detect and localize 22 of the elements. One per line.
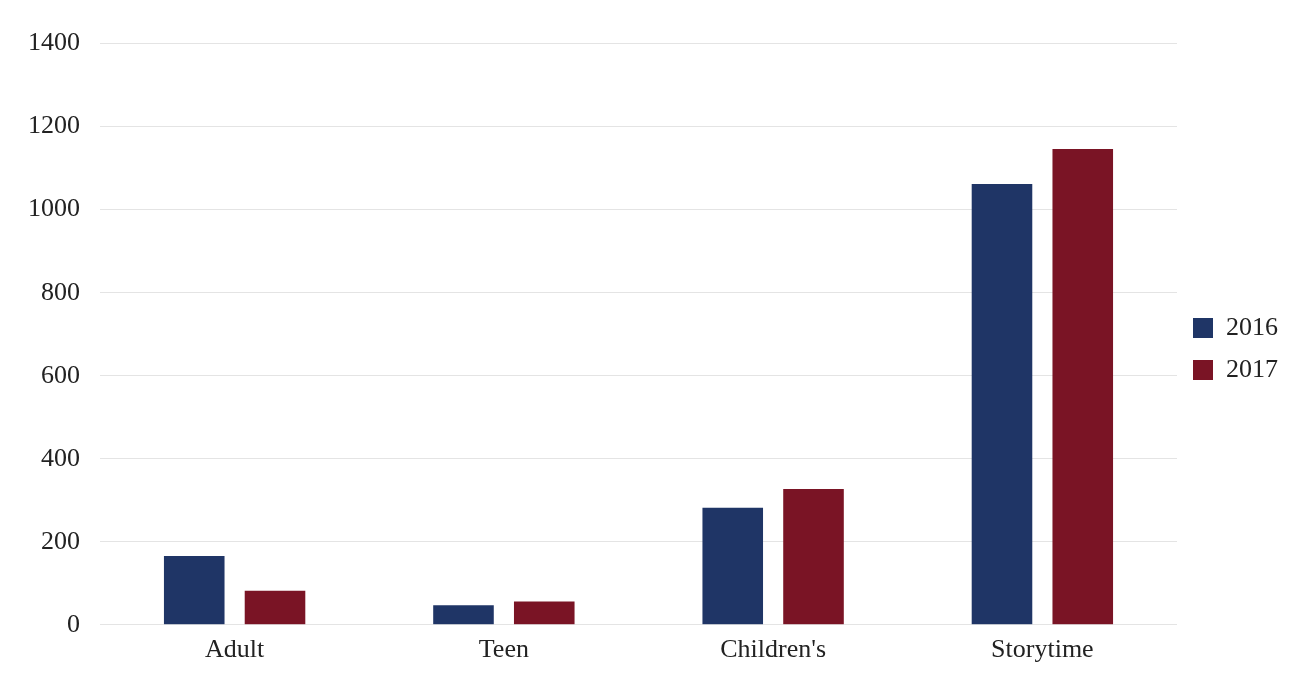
- y-tick-label: 1400: [28, 27, 80, 57]
- y-tick-label: 800: [41, 276, 80, 306]
- x-tick-label: Storytime: [991, 634, 1094, 664]
- bar: [971, 183, 1033, 625]
- y-tick-label: 400: [41, 442, 80, 472]
- bar: [513, 601, 575, 625]
- y-tick-label: 0: [67, 608, 80, 638]
- bar: [1052, 149, 1114, 625]
- x-tick-label: Children's: [720, 634, 827, 664]
- legend-label: 2017: [1226, 353, 1278, 383]
- x-tick-label: Teen: [478, 634, 529, 664]
- bar: [163, 555, 225, 625]
- y-tick-label: 1000: [28, 193, 80, 223]
- y-tick-label: 200: [41, 525, 80, 555]
- y-tick-label: 1200: [28, 110, 80, 140]
- bar: [783, 489, 844, 625]
- y-tick-label: 600: [41, 359, 80, 389]
- bar: [702, 507, 764, 625]
- x-tick-label: Adult: [205, 634, 266, 664]
- bar: [244, 590, 306, 625]
- legend-label: 2016: [1226, 311, 1278, 341]
- bar: [433, 605, 494, 625]
